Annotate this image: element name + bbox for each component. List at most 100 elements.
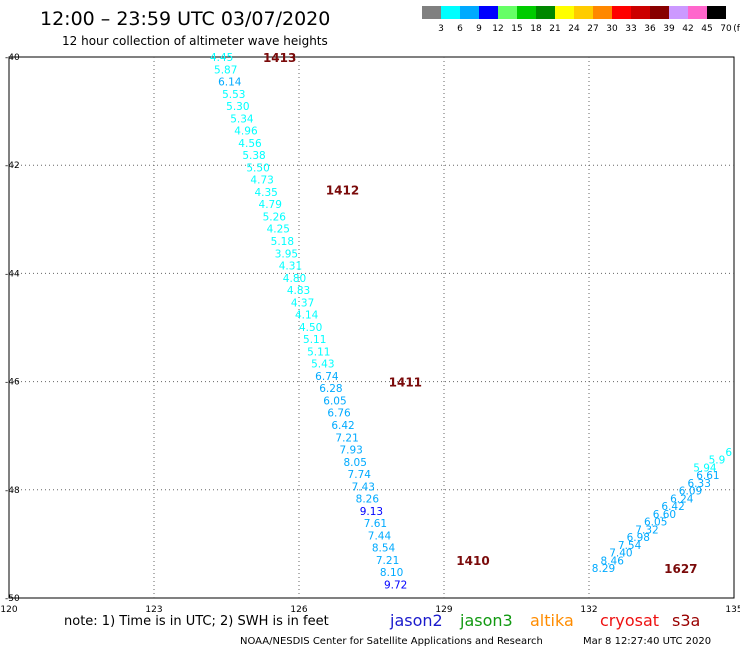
wave-height-value: 6.42	[661, 501, 684, 513]
wave-height-value: 6.14	[218, 77, 242, 89]
y-tick-label: -50	[5, 594, 20, 604]
wave-height-value: 7.44	[368, 530, 392, 542]
wave-height-value: 6.09	[679, 486, 702, 498]
wave-height-value: 4.56	[238, 138, 262, 150]
wave-height-value: 8.29	[592, 563, 615, 575]
legend-swatch	[441, 6, 460, 19]
mission-name-jason3: jason3	[459, 611, 513, 630]
legend-label: 6	[457, 24, 463, 34]
legend-swatch	[422, 6, 441, 19]
y-tick-label: -40	[5, 53, 20, 63]
x-tick-label: 123	[145, 605, 162, 615]
pass-number-label: 1410	[456, 554, 489, 568]
wave-height-value: 6.33	[688, 478, 711, 490]
legend-swatch	[498, 6, 517, 19]
legend-label: 45	[701, 24, 712, 34]
wave-height-value: 4.37	[291, 297, 314, 309]
legend-swatch	[517, 6, 536, 19]
wave-height-value: 4.73	[250, 175, 273, 187]
grid-lines	[9, 57, 734, 598]
legend-label: 70	[720, 24, 732, 34]
wave-height-value: 3.95	[275, 248, 298, 260]
y-tick-label: -46	[5, 378, 20, 388]
legend-label: 21	[549, 24, 560, 34]
legend-label: 30	[606, 24, 618, 34]
legend-label: 27	[587, 24, 598, 34]
wave-height-value: 7.54	[618, 540, 642, 552]
pass-labels: 1413 1412 1411 1410 1627	[263, 51, 698, 576]
legend-label: 3	[438, 24, 444, 34]
wave-height-value: 6.61	[696, 470, 719, 482]
wave-height-value: 6.42	[331, 420, 354, 432]
mission-legend: jason2 jason3 altika cryosat s3a	[389, 611, 700, 630]
legend-label: 42	[682, 24, 693, 34]
x-tick-label: 129	[435, 605, 452, 615]
wave-height-value: 6.05	[323, 395, 346, 407]
wave-height-value: 5.50	[246, 162, 269, 174]
legend-swatch	[669, 6, 688, 19]
wave-height-value: 4.14	[295, 310, 319, 322]
legend-swatch	[650, 6, 669, 19]
legend-label: 33	[625, 24, 636, 34]
legend-swatch	[536, 6, 555, 19]
wave-height-value: 4.31	[279, 261, 302, 273]
wave-height-value: 7.61	[364, 518, 387, 530]
wave-height-value: 4.45	[210, 52, 233, 64]
legend-label: 39	[663, 24, 675, 34]
wave-height-value: 8.26	[356, 494, 380, 506]
wave-height-value: 6.05	[644, 517, 667, 529]
wave-height-value: 5.87	[214, 64, 237, 76]
pass-number-label: 1413	[263, 51, 296, 65]
wave-height-value: 7.74	[348, 469, 372, 481]
wave-height-value: 4.35	[254, 187, 277, 199]
wave-height-value: 5.9	[709, 455, 726, 467]
wave-height-value: 5.18	[271, 236, 294, 248]
wave-height-value: 5.43	[311, 359, 334, 371]
wave-height-value: 5.38	[242, 150, 265, 162]
legend-unit: (ft)	[733, 24, 740, 34]
mission-name-altika: altika	[530, 611, 574, 630]
legend-swatch	[612, 6, 631, 19]
footer-source: NOAA/NESDIS Center for Satellite Applica…	[240, 636, 543, 647]
x-tick-label: 135	[725, 605, 740, 615]
x-tick-label: 120	[0, 605, 17, 615]
pass-number-label: 1627	[664, 562, 697, 576]
wave-height-value: 9.13	[360, 506, 383, 518]
mission-name-jason2: jason2	[389, 611, 443, 630]
y-tick-label: -44	[5, 269, 20, 279]
legend-label: 9	[476, 24, 482, 34]
wave-height-value: 5.26	[263, 211, 287, 223]
mission-name-cryosat: cryosat	[600, 611, 659, 630]
wave-height-value: 8.10	[380, 567, 403, 579]
wave-height-value: 6.76	[327, 408, 351, 420]
plot-border	[8, 56, 735, 599]
wave-height-value: 4.79	[259, 199, 282, 211]
mission-name-s3a: s3a	[672, 611, 700, 630]
y-tick-label: -48	[5, 486, 20, 496]
wave-height-value: 7.93	[339, 445, 362, 457]
x-tick-label: 126	[290, 605, 307, 615]
legend-swatch	[631, 6, 650, 19]
wave-height-value: 5.11	[307, 346, 330, 358]
wave-height-value: 6.28	[319, 383, 342, 395]
legend-swatch	[460, 6, 479, 19]
legend-label: 15	[511, 24, 522, 34]
wave-height-value: 4.83	[287, 285, 310, 297]
wave-height-value: 6.24	[670, 493, 694, 505]
wave-height-value: 6.98	[627, 532, 650, 544]
wave-height-value: 4.25	[267, 224, 290, 236]
legend-label: 36	[644, 24, 656, 34]
wave-height-value: 7.43	[352, 481, 375, 493]
legend-swatch	[555, 6, 574, 19]
wave-height-value: 8.54	[372, 543, 396, 555]
wave-height-value: 5.94	[693, 462, 717, 474]
wave-height-value: 7.40	[609, 548, 632, 560]
footer-timestamp: Mar 8 12:27:40 UTC 2020	[583, 636, 711, 647]
wave-height-value: 6.74	[315, 371, 339, 383]
wave-height-value: 7.21	[335, 432, 358, 444]
wave-height-value: 8.05	[344, 457, 367, 469]
wave-height-value: 4.50	[299, 322, 322, 334]
wave-height-value: 5.53	[222, 89, 245, 101]
legend-label: 12	[492, 24, 503, 34]
